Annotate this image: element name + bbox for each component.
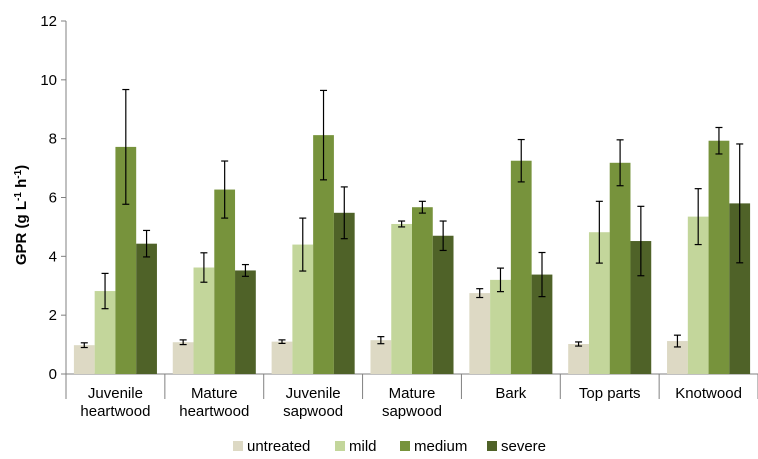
bar-medium xyxy=(609,162,631,374)
svg-text:GPR (g L-1 h-1): GPR (g L-1 h-1) xyxy=(13,165,31,265)
y-tick-label: 4 xyxy=(49,248,57,265)
category-labels: JuvenileheartwoodMatureheartwoodJuvenile… xyxy=(80,385,742,420)
legend-swatch-untreated xyxy=(233,441,243,451)
category-label: sapwood xyxy=(283,403,343,420)
bar-severe xyxy=(729,203,751,374)
y-tick-label: 8 xyxy=(49,131,57,148)
legend-swatch-severe xyxy=(487,441,497,451)
bar-medium xyxy=(214,189,236,374)
bar-severe xyxy=(432,235,454,374)
category-label: Juvenile xyxy=(286,385,341,402)
category-label: Juvenile xyxy=(88,385,143,402)
legend: untreated mild medium severe xyxy=(233,438,546,455)
y-tick-label: 0 xyxy=(49,366,57,383)
bar-severe xyxy=(136,243,157,374)
bar-untreated xyxy=(667,341,688,374)
category-label: Mature xyxy=(389,385,436,402)
bar-untreated xyxy=(73,345,95,374)
category-label: Mature xyxy=(191,385,238,402)
y-axis-label-main: GPR (g L xyxy=(13,201,30,265)
bar-mild xyxy=(193,267,215,374)
category-label: heartwood xyxy=(179,403,249,420)
legend-swatch-medium xyxy=(400,441,410,451)
category-label: Knotwood xyxy=(675,385,742,402)
bar-mild xyxy=(292,244,314,374)
bar-untreated xyxy=(469,293,491,374)
bar-mild xyxy=(94,291,116,374)
legend-label-medium: medium xyxy=(414,438,467,455)
bars xyxy=(73,135,751,374)
bar-medium xyxy=(412,207,433,374)
bar-untreated xyxy=(370,340,392,374)
y-axis-label-mid: h xyxy=(13,179,30,192)
y-tick-label: 2 xyxy=(49,307,57,324)
y-axis-label-end: ) xyxy=(13,165,30,170)
bar-medium xyxy=(313,135,334,374)
bar-medium xyxy=(510,160,532,374)
error-bars xyxy=(80,88,744,349)
bar-untreated xyxy=(568,343,589,374)
category-label: Bark xyxy=(495,385,526,402)
category-label: heartwood xyxy=(80,403,150,420)
category-label: sapwood xyxy=(382,403,442,420)
bar-untreated xyxy=(271,341,293,374)
bar-severe xyxy=(630,241,652,374)
y-axis-label-sup1: -1 xyxy=(13,192,24,201)
bar-mild xyxy=(490,279,511,374)
bar-mild xyxy=(687,216,709,374)
category-label: Top parts xyxy=(579,385,641,402)
legend-label-severe: severe xyxy=(501,438,546,455)
legend-label-untreated: untreated xyxy=(247,438,310,455)
y-tick-label: 12 xyxy=(40,13,57,30)
bar-severe xyxy=(333,212,355,374)
y-axis: 0 2 4 6 8 10 12 xyxy=(40,13,67,383)
bar-severe xyxy=(235,270,256,374)
bar-mild xyxy=(391,223,412,374)
y-axis-label-sup2: -1 xyxy=(13,169,24,178)
y-axis-label: GPR (g L-1 h-1) xyxy=(13,165,31,265)
y-tick-label: 6 xyxy=(49,190,57,207)
legend-swatch-mild xyxy=(335,441,345,451)
bar-medium xyxy=(708,140,730,374)
bar-medium xyxy=(115,146,137,374)
y-tick-label: 10 xyxy=(40,72,57,89)
bar-mild xyxy=(588,232,610,374)
bar-severe xyxy=(531,274,553,374)
legend-label-mild: mild xyxy=(349,438,377,455)
bar-untreated xyxy=(172,342,194,374)
